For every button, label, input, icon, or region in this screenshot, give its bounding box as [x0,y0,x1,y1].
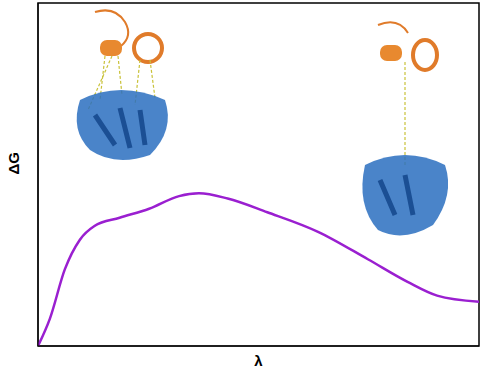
svg-text:λ: λ [254,352,263,369]
svg-text:ΔG: ΔG [5,152,22,174]
